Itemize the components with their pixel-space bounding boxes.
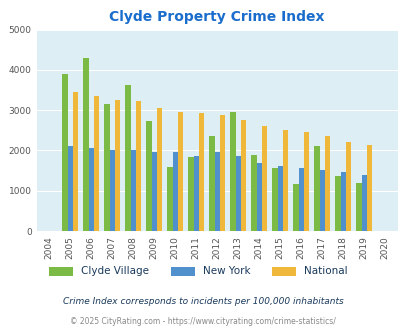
Bar [167,167,172,231]
Text: Crime Index corresponds to incidents per 100,000 inhabitants: Crime Index corresponds to incidents per… [62,297,343,307]
Bar [188,157,193,231]
Bar [303,132,308,231]
Bar [62,74,67,231]
Bar [214,152,219,231]
Bar [340,172,345,231]
Bar [109,150,115,231]
Title: Clyde Property Crime Index: Clyde Property Crime Index [109,10,324,24]
Bar [240,120,245,231]
Text: New York: New York [202,266,250,276]
Bar [293,184,298,231]
Bar [193,156,198,231]
Bar [335,176,340,231]
Bar [235,156,240,231]
Bar [177,112,183,231]
Bar [319,170,324,231]
Bar [251,154,256,231]
Text: © 2025 CityRating.com - https://www.cityrating.com/crime-statistics/: © 2025 CityRating.com - https://www.city… [70,317,335,326]
Bar [272,168,277,231]
Bar [366,145,371,231]
Bar [230,112,235,231]
Bar [94,96,99,231]
Text: Clyde Village: Clyde Village [81,266,149,276]
Bar [151,152,156,231]
Bar [125,85,130,231]
Bar [361,175,366,231]
Bar [67,147,72,231]
Bar [156,108,162,231]
Bar [324,136,329,231]
Bar [313,147,319,231]
Bar [115,100,120,231]
Bar [146,121,151,231]
Bar [83,58,88,231]
Bar [298,168,303,231]
Bar [219,115,224,231]
Bar [130,150,135,231]
Bar [209,136,214,231]
Bar [104,104,109,231]
Bar [172,152,177,231]
Bar [88,148,94,231]
Bar [261,125,266,231]
Bar [256,163,261,231]
Bar [135,101,141,231]
Text: National: National [304,266,347,276]
Bar [282,130,288,231]
Bar [356,183,361,231]
Bar [198,114,204,231]
Bar [277,166,282,231]
Bar [72,92,78,231]
Bar [345,143,350,231]
